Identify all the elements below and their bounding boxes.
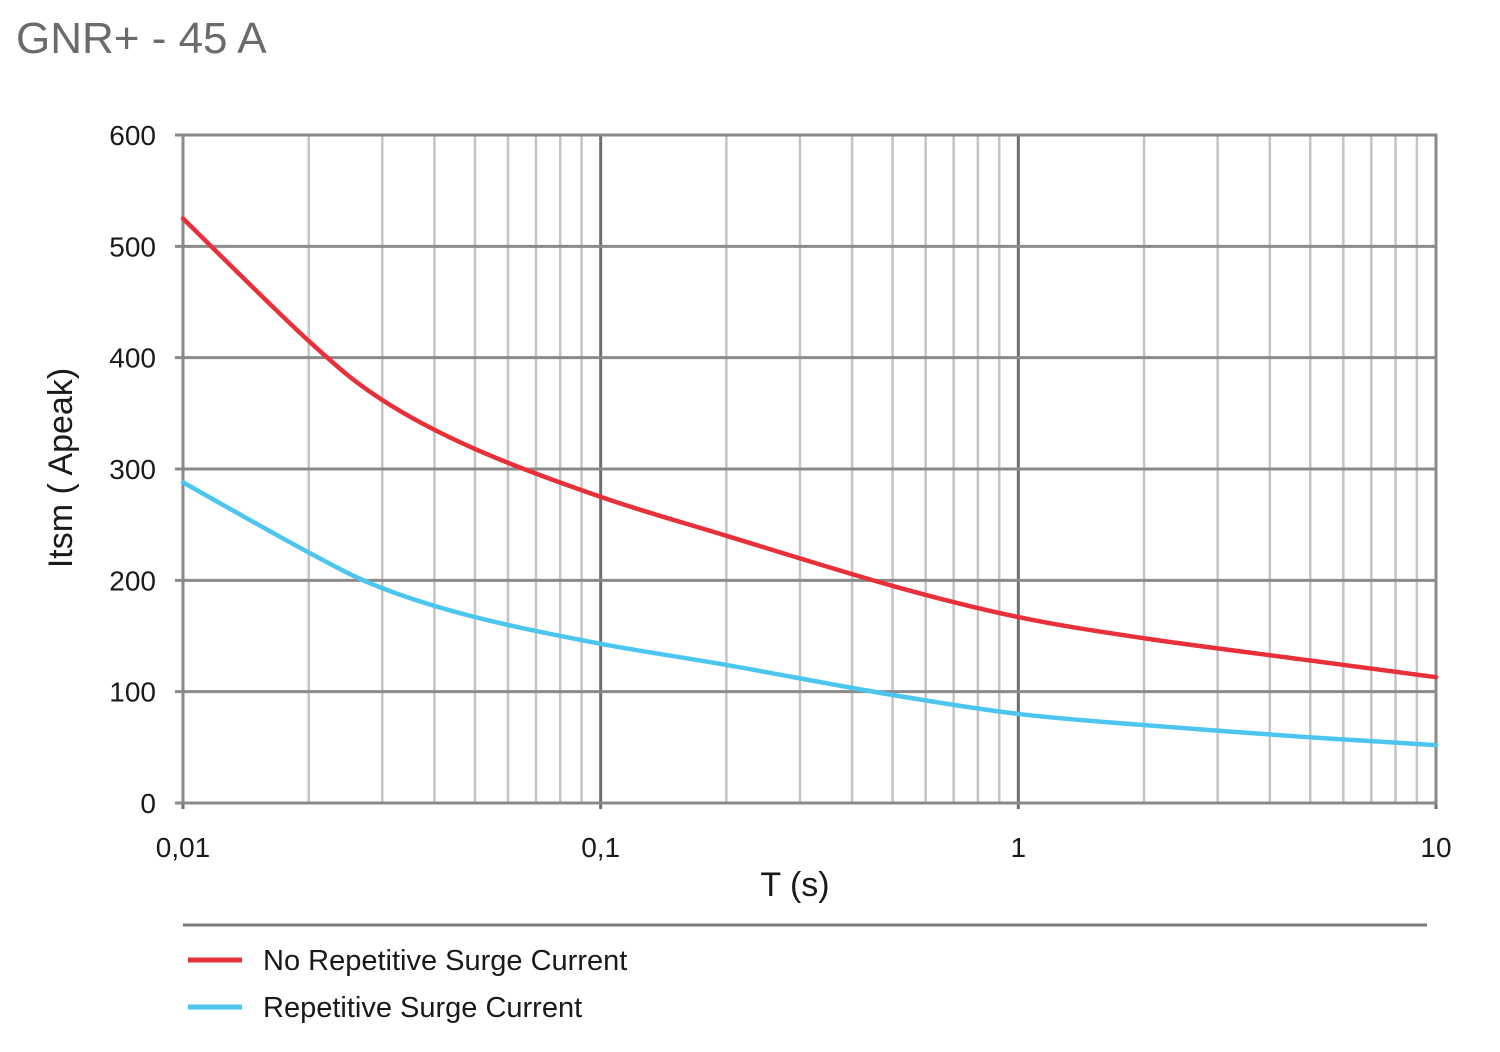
x-tick-label: 0,1 — [581, 832, 620, 863]
x-tick-label: 0,01 — [156, 832, 211, 863]
x-tick-label: 10 — [1420, 832, 1451, 863]
x-tick-label: 1 — [1011, 832, 1027, 863]
x-axis-title: T (s) — [760, 866, 829, 904]
y-axis-title: Itsm ( Apeak) — [42, 368, 80, 568]
legend: No Repetitive Surge Current Repetitive Su… — [188, 945, 627, 1024]
major-gridlines — [175, 133, 1438, 809]
y-tick-label: 500 — [109, 231, 156, 262]
y-tick-label: 600 — [109, 120, 156, 151]
x-tick-labels: 0,01 0,1 1 10 — [156, 832, 1452, 863]
y-tick-label: 400 — [109, 343, 156, 374]
chart-title: GNR+ - 45 A — [16, 14, 267, 63]
legend-label: Repetitive Surge Current — [263, 992, 582, 1024]
y-tick-label: 100 — [109, 677, 156, 708]
plot-area-frame — [181, 133, 1438, 805]
y-tick-label: 300 — [109, 454, 156, 485]
series-layer — [180, 216, 1439, 748]
series-line — [180, 216, 1439, 680]
series-line — [180, 480, 1439, 748]
y-tick-label: 200 — [109, 565, 156, 596]
y-tick-labels: 0 100 200 300 400 500 600 — [109, 120, 156, 819]
legend-label: No Repetitive Surge Current — [263, 945, 627, 977]
y-tick-label: 0 — [140, 788, 156, 819]
